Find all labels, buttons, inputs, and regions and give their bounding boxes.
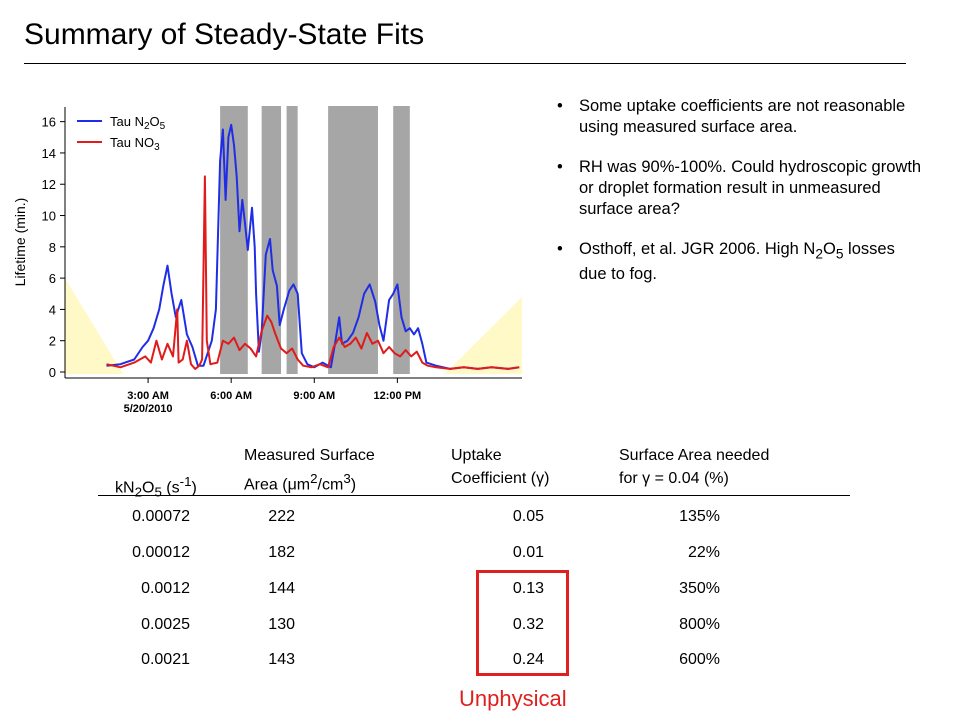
table-cell: 22% — [687, 544, 720, 561]
bullet-item: Some uptake coefficients are not reasona… — [556, 96, 926, 138]
bullet-item: RH was 90%-100%. Could hydroscopic growt… — [556, 157, 926, 220]
table-cell: 0.05 — [512, 508, 544, 525]
col-header-surface-area: Measured Surface Area (μm2/cm3) — [244, 447, 375, 494]
y-tick-label: 14 — [42, 146, 56, 161]
table-cell: 144 — [268, 580, 295, 597]
slide-title: Summary of Steady-State Fits — [24, 18, 425, 51]
table-cell: 0.24 — [512, 651, 544, 668]
y-tick-label: 10 — [42, 209, 56, 224]
table-cell: 0.00072 — [132, 508, 190, 525]
table-cell: 222 — [268, 508, 295, 525]
table-cell: 0.0025 — [141, 616, 190, 633]
y-tick-label: 0 — [49, 365, 56, 380]
table-cell: 0.01 — [512, 544, 544, 561]
title-divider — [24, 63, 906, 64]
x-tick-label: 9:00 AM — [293, 390, 335, 402]
x-tick-sublabel: 5/20/2010 — [124, 403, 173, 415]
series-line — [106, 175, 520, 370]
y-axis-label: Lifetime (min.) — [12, 198, 28, 287]
series-line — [106, 123, 520, 370]
table-cell: 0.32 — [512, 616, 544, 633]
table-header-divider — [98, 495, 850, 496]
chart-legend: Tau N2O5 Tau NO3 — [77, 114, 166, 153]
col-header-kn2o5: kN2O5 (s-1) — [115, 474, 197, 500]
y-ticks: 0 2 4 6 8 10 12 14 16 — [42, 115, 65, 380]
y-tick-label: 12 — [42, 177, 56, 192]
col-header-area-needed: Surface Area needed for γ = 0.04 (%) — [619, 447, 770, 487]
x-tick-label: 3:00 AM — [127, 390, 169, 402]
shaded-period-band — [393, 106, 410, 374]
table-cell: 0.0012 — [141, 580, 190, 597]
y-tick-label: 4 — [49, 302, 56, 317]
bullet-item: Osthoff, et al. JGR 2006. High N2O5 loss… — [556, 239, 926, 285]
shaded-period-band — [286, 106, 298, 374]
col-header-uptake-coefficient: Uptake Coefficient (γ) — [451, 447, 550, 487]
table-cell: 0.0021 — [141, 651, 190, 668]
x-tick-label: 6:00 AM — [210, 390, 252, 402]
daylight-region — [65, 278, 124, 374]
y-tick-label: 16 — [42, 115, 56, 130]
table-cell: 350% — [679, 580, 720, 597]
table-cell: 135% — [679, 508, 720, 525]
bullet-list: Some uptake coefficients are not reasona… — [556, 96, 926, 304]
table-cell: 0.13 — [512, 580, 544, 597]
table-cell: 130 — [268, 616, 295, 633]
table-cell: 182 — [268, 544, 295, 561]
y-tick-label: 8 — [49, 240, 56, 255]
y-tick-label: 2 — [49, 334, 56, 349]
legend-label-no3: Tau NO3 — [110, 135, 160, 153]
legend-label-n2o5: Tau N2O5 — [110, 114, 166, 132]
y-tick-label: 6 — [49, 271, 56, 286]
x-ticks: 3:00 AM5/20/2010 6:00 AM 9:00 AM 12:00 PM — [124, 378, 422, 415]
series-lines — [106, 123, 520, 370]
table-cell: 0.00012 — [132, 544, 190, 561]
lifetime-chart: 0 2 4 6 8 10 12 14 16 3:00 AM5/20/2010 6:00 AM 9:0… — [12, 106, 522, 415]
table-cell: 600% — [679, 651, 720, 668]
daylight-region — [444, 296, 522, 374]
x-tick-label: 12:00 PM — [374, 390, 422, 402]
table-cell: 143 — [268, 651, 295, 668]
table-cell: 800% — [679, 616, 720, 633]
daylight-regions — [65, 278, 522, 374]
unphysical-highlight-box — [476, 570, 569, 676]
unphysical-label: Unphysical — [459, 686, 567, 711]
shaded-period-band — [261, 106, 282, 374]
